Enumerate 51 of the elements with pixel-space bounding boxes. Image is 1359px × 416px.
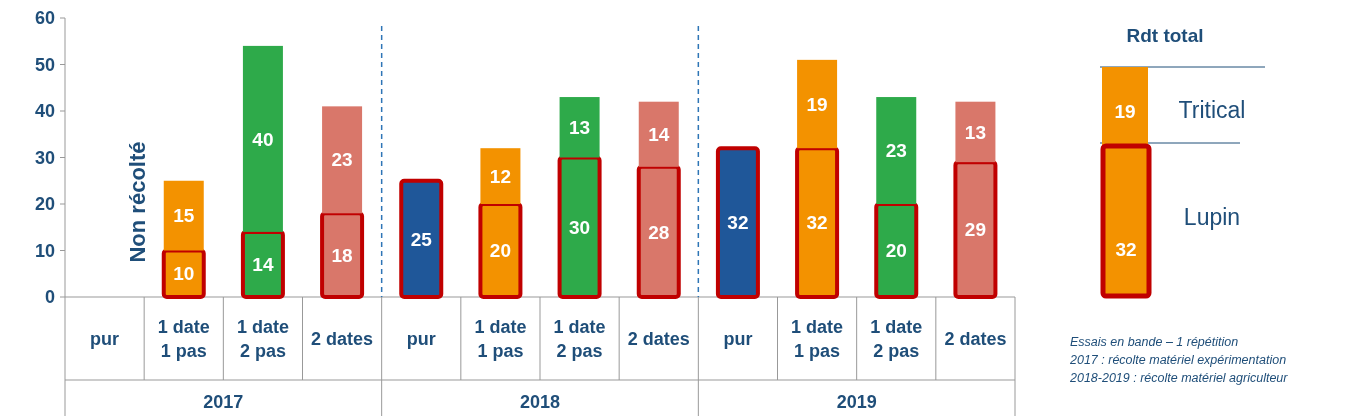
- data-label: 32: [727, 212, 749, 234]
- text: 2019: [836, 392, 877, 412]
- data-label: 13: [569, 116, 591, 138]
- data-label: 32: [806, 212, 828, 234]
- x-tick-label: 1 date 1 pas: [791, 317, 844, 361]
- data-label: 18: [331, 244, 353, 266]
- x-tick-label: 2 dates: [627, 329, 690, 349]
- data-label: 29: [964, 219, 986, 241]
- y-tick-label: 10: [34, 240, 55, 261]
- text: 2018-2019 : récolte matériel agriculteur: [1069, 371, 1289, 385]
- data-label: 14: [648, 123, 670, 145]
- data-label: 30: [569, 216, 591, 238]
- y-tick-label: 20: [34, 194, 55, 215]
- y-tick-label: 50: [34, 54, 55, 75]
- data-label: 20: [885, 240, 907, 262]
- x-tick-label: 1 date 2 pas: [870, 317, 923, 361]
- y-tick-label: 60: [34, 8, 55, 29]
- legend-title: Rdt total: [1126, 25, 1204, 46]
- x-tick-label: 1 date 1 pas: [474, 317, 527, 361]
- x-tick-label: 1 date 2 pas: [553, 317, 606, 361]
- x-tick-label: pur: [723, 329, 753, 349]
- text: 2018: [519, 392, 561, 412]
- text: Essais en bande – 1 répétition: [1070, 335, 1239, 349]
- data-label: 40: [252, 128, 274, 150]
- data-label: 12: [489, 165, 511, 187]
- annotation: Non récolté: [124, 141, 150, 263]
- data-label: 28: [648, 221, 670, 243]
- data-label: 20: [489, 240, 511, 262]
- x-tick-label: 1 date 2 pas: [236, 317, 289, 361]
- x-tick-label: 1 date 1 pas: [157, 317, 210, 361]
- data-label: 23: [331, 149, 353, 171]
- y-tick-label: 0: [44, 287, 55, 308]
- data-label: 14: [252, 254, 274, 276]
- data-label: 25: [410, 228, 433, 250]
- text: Lupin: [1183, 204, 1241, 230]
- data-label: 10: [173, 263, 195, 285]
- text: Tritical: [1178, 97, 1246, 123]
- text: 32: [1115, 239, 1137, 260]
- y-tick-label: 40: [34, 101, 55, 122]
- text: 2017: [203, 392, 244, 412]
- text: 19: [1114, 101, 1136, 122]
- x-tick-label: pur: [406, 329, 436, 349]
- data-label: 15: [173, 205, 195, 227]
- x-tick-label: 2 dates: [311, 329, 374, 349]
- x-tick-label: pur: [90, 329, 120, 349]
- x-tick-label: 2 dates: [944, 329, 1007, 349]
- data-label: 13: [964, 121, 986, 143]
- data-label: 19: [806, 93, 828, 115]
- y-tick-label: 30: [34, 147, 55, 168]
- text: 2017 : récolte matériel expérimentation: [1069, 353, 1287, 367]
- data-label: 23: [885, 140, 907, 162]
